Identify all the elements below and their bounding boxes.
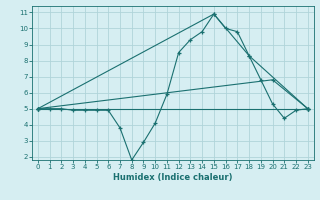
X-axis label: Humidex (Indice chaleur): Humidex (Indice chaleur) xyxy=(113,173,233,182)
